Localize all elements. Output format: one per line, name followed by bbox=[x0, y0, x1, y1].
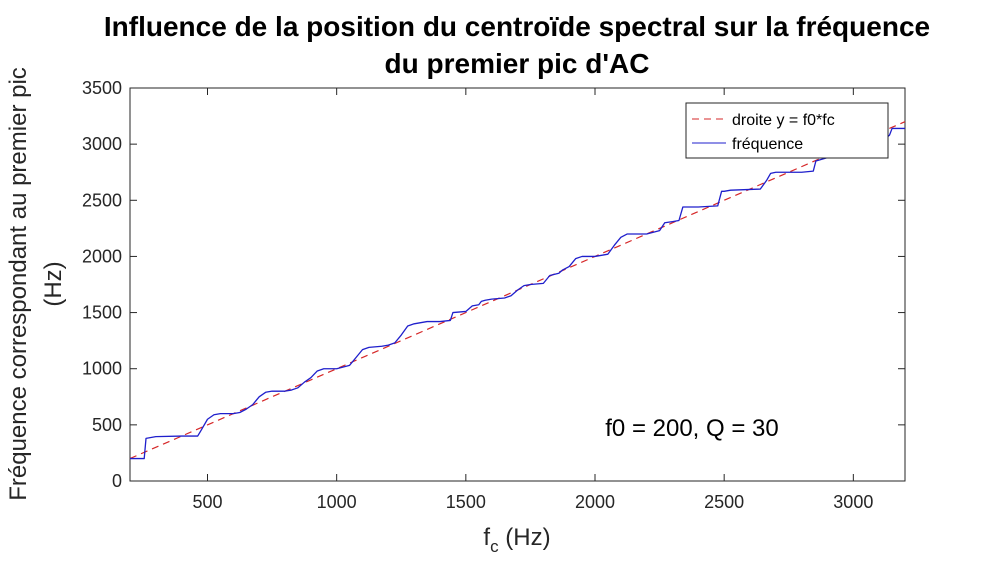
chart-title-line-1: Influence de la position du centroïde sp… bbox=[104, 11, 930, 42]
series-line-frequence bbox=[130, 127, 905, 460]
x-tick-label: 1500 bbox=[446, 492, 486, 512]
y-tick-label: 0 bbox=[112, 471, 122, 491]
series-layer bbox=[129, 121, 906, 460]
x-tick-label: 2000 bbox=[575, 492, 615, 512]
x-axis-label: fc (Hz) bbox=[483, 524, 550, 556]
y-tick-label: 1500 bbox=[82, 303, 122, 323]
legend-entry-frequence: fréquence bbox=[732, 136, 803, 153]
x-tick-label: 2500 bbox=[704, 492, 744, 512]
y-axis-label-line-2: (Hz) bbox=[40, 261, 67, 306]
y-tick-label: 2000 bbox=[82, 246, 122, 266]
x-axis-label-base: f bbox=[483, 524, 490, 551]
legend: droite y = f0*fc fréquence bbox=[685, 102, 889, 159]
x-tick-label: 1000 bbox=[317, 492, 357, 512]
y-tick-label: 3500 bbox=[82, 78, 122, 98]
axis-ticks: 500 1000 1500 2000 2500 3000 0 500 1000 1500 2000 2… bbox=[82, 78, 905, 512]
x-axis-label-subscript: c bbox=[490, 537, 499, 556]
y-tick-label: 500 bbox=[92, 415, 122, 435]
x-tick-label: 500 bbox=[192, 492, 222, 512]
chart-title-line-2: du premier pic d'AC bbox=[385, 48, 650, 79]
x-tick-label: 3000 bbox=[833, 492, 873, 512]
y-axis-label-line-1: Fréquence correspondant au premier pic bbox=[5, 67, 32, 501]
y-tick-label: 3000 bbox=[82, 134, 122, 154]
y-tick-label: 2500 bbox=[82, 190, 122, 210]
x-axis-label-unit: (Hz) bbox=[499, 524, 551, 551]
y-tick-label: 1000 bbox=[82, 359, 122, 379]
y-axis-label: Fréquence correspondant au premier pic (… bbox=[5, 67, 67, 501]
annotation-parameters: f0 = 200, Q = 30 bbox=[605, 415, 778, 442]
legend-box bbox=[685, 102, 889, 159]
legend-entry-droite: droite y = f0*fc bbox=[732, 112, 835, 129]
